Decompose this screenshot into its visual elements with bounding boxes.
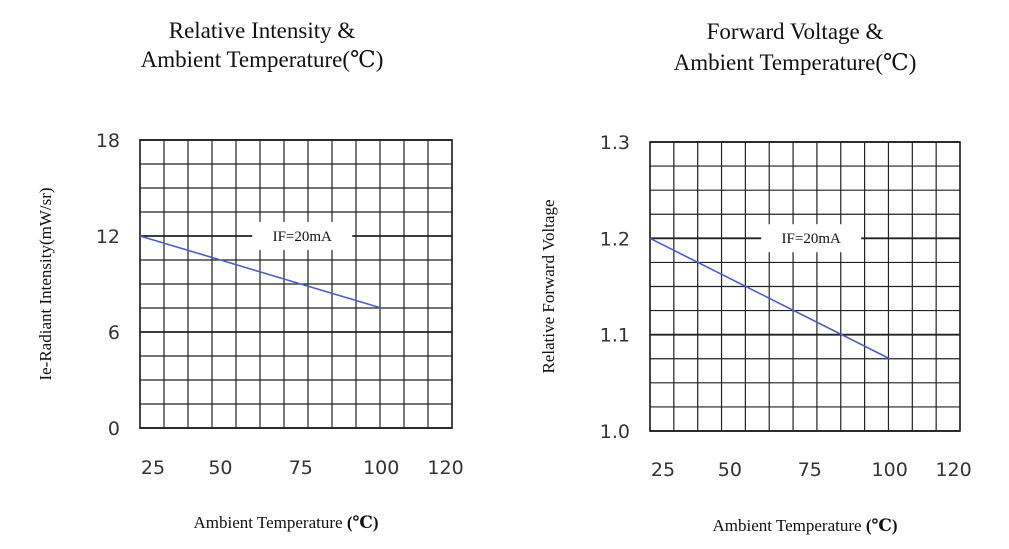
chart-1-x-tick-label: 75 xyxy=(289,457,313,479)
chart-1-x-axis-label-text: Ambient Temperature xyxy=(193,513,346,532)
chart-2-x-axis-label: Ambient Temperature (℃) xyxy=(712,516,897,535)
chart-2-title-line: Ambient Temperature(℃) xyxy=(674,50,917,75)
chart-2-y-tick-label: 1.0 xyxy=(600,421,630,443)
chart-1-x-tick-label: 50 xyxy=(208,457,232,479)
chart-2-grid xyxy=(649,141,961,432)
chart-2-y-axis-label: Relative Forward Voltage xyxy=(539,199,558,373)
chart-1: Relative Intensity & Ambient Temperature(… xyxy=(36,18,464,532)
chart-1-x-axis-label: Ambient Temperature (℃) xyxy=(193,513,378,532)
chart-2-x-tick-label: 50 xyxy=(718,459,742,481)
chart-1-x-tick-label: 25 xyxy=(141,457,165,479)
chart-1-x-axis-label-unit: (℃) xyxy=(347,513,379,532)
chart-1-series-line xyxy=(139,235,382,309)
chart-1-x-tick-label: 120 xyxy=(427,457,463,479)
chart-1-title-line: Ambient Temperature(℃) xyxy=(141,47,384,72)
chart-2-x-tick-label: 25 xyxy=(651,459,675,481)
chart-2-x-tick-label: 120 xyxy=(935,459,971,481)
chart-2-annotation: IF=20mA xyxy=(782,231,841,247)
chart-2-x-tick-label: 75 xyxy=(798,459,822,481)
chart-2: Forward Voltage & Ambient Temperature(℃) 1… xyxy=(539,19,972,535)
chart-1-annotation-bg xyxy=(252,221,353,250)
chart-2-title-line: Forward Voltage & xyxy=(707,19,884,44)
chart-2-y-tick-label: 1.1 xyxy=(600,325,630,347)
chart-2-series-line xyxy=(649,237,891,360)
chart-1-grid xyxy=(139,139,453,429)
chart-1-annotation: IF=20mA xyxy=(273,229,332,245)
chart-1-y-tick-label: 6 xyxy=(108,322,120,344)
chart-2-y-tick-label: 1.2 xyxy=(600,228,630,250)
chart-2-title: Forward Voltage & Ambient Temperature(℃) xyxy=(674,19,917,75)
chart-1-y-axis-label: Ie-Radiant Intensity(mW/sr) xyxy=(36,187,55,380)
chart-1-y-tick-label: 18 xyxy=(96,130,120,152)
chart-1-y-tick-label: 0 xyxy=(108,418,120,440)
chart-2-x-axis-label-text: Ambient Temperature xyxy=(712,516,865,535)
chart-1-title-line: Relative Intensity & xyxy=(169,18,356,43)
chart-2-y-tick-label: 1.3 xyxy=(600,132,630,154)
chart-1-y-tick-label: 12 xyxy=(96,226,120,248)
chart-2-annotation-bg xyxy=(761,224,862,253)
chart-2-x-tick-label: 100 xyxy=(872,459,908,481)
chart-1-x-tick-label: 100 xyxy=(363,457,399,479)
chart-2-x-axis-label-unit: (℃) xyxy=(866,516,898,535)
chart-1-plot-frame xyxy=(139,139,453,429)
chart-2-plot-frame xyxy=(649,141,961,432)
chart-1-title: Relative Intensity & Ambient Temperature(… xyxy=(141,18,384,72)
